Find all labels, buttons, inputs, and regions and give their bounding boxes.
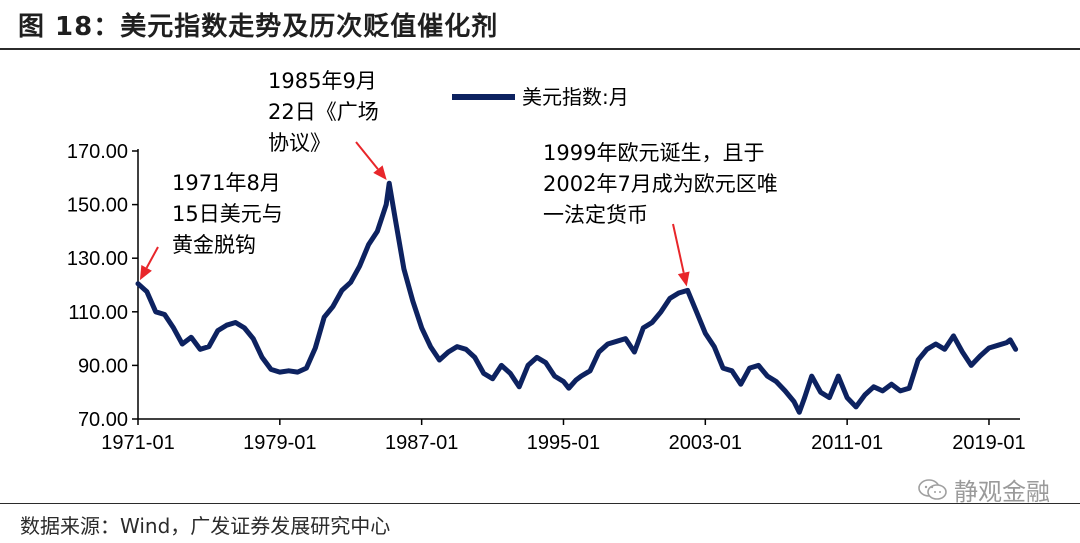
y-tick-label: 70.00 [78, 409, 128, 431]
annotation-arrow-head [677, 271, 690, 287]
chart-legend: 美元指数:月 [452, 85, 629, 109]
watermark: 静观金融 [918, 472, 1050, 507]
annotation-arrow-shaft [672, 223, 685, 273]
bottom-rule [0, 503, 1080, 504]
annotation-text: 1971年8月 [172, 171, 281, 195]
figure-title: 图 18：美元指数走势及历次贬值催化剂 [18, 12, 499, 42]
x-tick-label: 2011-01 [811, 432, 883, 454]
annotation-text: 一法定货币 [543, 203, 648, 227]
top-rule [0, 48, 1080, 50]
x-tick-label: 1987-01 [385, 432, 458, 454]
annotation-text: 2002年7月成为欧元区唯 [543, 172, 778, 196]
chart-axes: 70.00 90.00 110.00 130.00 150.00 170.00 1971-0… [67, 141, 1026, 454]
annotation-arrow-shaft [145, 246, 159, 269]
line-chart: 70.00 90.00 110.00 130.00 150.00 170.00 1971-0… [67, 69, 1026, 454]
x-tick-label: 1979-01 [243, 432, 316, 454]
x-tick-label: 2019-01 [952, 432, 1025, 454]
legend-label: 美元指数:月 [522, 85, 629, 109]
y-tick-label: 90.00 [78, 355, 128, 377]
annotation-arrow-head [373, 165, 387, 181]
annotation-text: 1985年9月 [268, 69, 377, 93]
y-tick-label: 110.00 [68, 302, 128, 324]
annotation-arrow-shaft [355, 141, 379, 170]
x-tick-label: 2003-01 [669, 432, 742, 454]
x-tick-label: 1971-01 [101, 432, 174, 454]
y-tick-label: 130.00 [67, 248, 128, 270]
series-layer [135, 180, 1019, 415]
annotation-arrow-head [139, 264, 152, 281]
annotation-text: 22日《广场 [268, 100, 379, 124]
annotation-text: 1999年欧元诞生，且于 [543, 141, 764, 165]
annotation-text: 协议》 [268, 131, 331, 155]
annotation-text: 15日美元与 [172, 202, 283, 226]
annotation-text: 黄金脱钩 [172, 233, 256, 257]
source-note: 数据来源：Wind，广发证券发展研究中心 [20, 514, 391, 538]
wechat-icon [918, 478, 947, 500]
series-line-usd-index [135, 180, 1019, 415]
watermark-text: 静观金融 [954, 478, 1050, 506]
x-tick-label: 1995-01 [527, 432, 600, 454]
y-tick-label: 170.00 [67, 141, 128, 163]
y-tick-label: 150.00 [67, 195, 128, 217]
